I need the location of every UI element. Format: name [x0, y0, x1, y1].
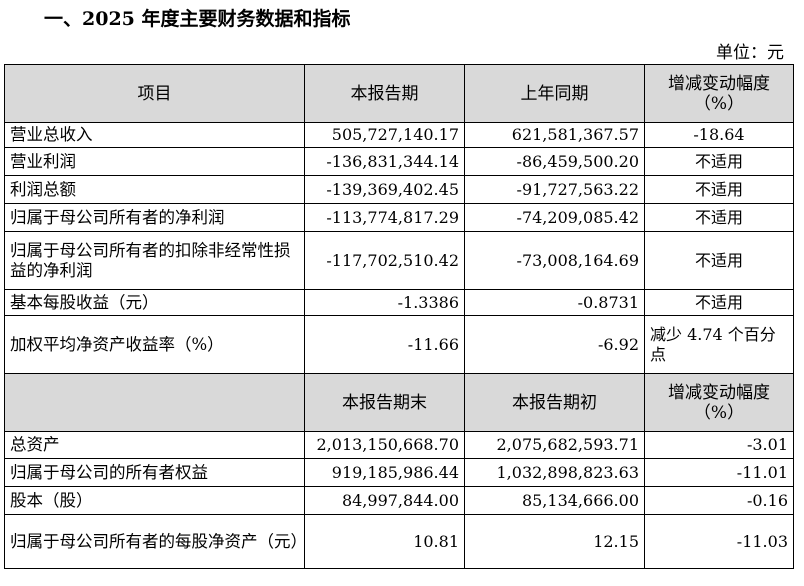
- table-row: 营业利润 -136,831,344.14 -86,459,500.20 不适用: [4, 147, 794, 176]
- unit-label: 单位：元: [716, 43, 784, 63]
- row-change: -3.01: [644, 431, 794, 459]
- table-row: 归属于母公司的所有者权益 919,185,986.44 1,032,898,82…: [4, 458, 794, 487]
- row-current: -11.66: [304, 315, 465, 374]
- row-change: 不适用: [644, 231, 794, 290]
- row-current: -136,831,344.14: [304, 147, 465, 176]
- row-label: 归属于母公司的所有者权益: [4, 458, 305, 487]
- table-row: 加权平均净资产收益率（%） -11.66 -6.92 减少 4.74 个百分点: [4, 315, 794, 374]
- table-row: 股本（股） 84,997,844.00 85,134,666.00 -0.16: [4, 486, 794, 515]
- row-label: 营业总收入: [4, 122, 305, 148]
- header-item: 项目: [4, 64, 305, 123]
- row-change: -0.16: [644, 486, 794, 515]
- table-row: 归属于母公司所有者的净利润 -113,774,817.29 -74,209,08…: [4, 203, 794, 232]
- table-row: 归属于母公司所有者的扣除非经常性损益的净利润 -117,702,510.42 -…: [4, 231, 794, 290]
- row-prior: 85,134,666.00: [464, 486, 645, 515]
- row-change: 减少 4.74 个百分点: [644, 315, 794, 374]
- table-subheader-row: 本报告期末 本报告期初 增减变动幅度（%）: [4, 373, 794, 432]
- row-label: 总资产: [4, 431, 305, 459]
- table-row: 归属于母公司所有者的每股净资产（元） 10.81 12.15 -11.03: [4, 514, 794, 569]
- table-row: 利润总额 -139,369,402.45 -91,727,563.22 不适用: [4, 175, 794, 204]
- row-current: -113,774,817.29: [304, 203, 465, 232]
- row-current: -1.3386: [304, 289, 465, 316]
- row-prior: -74,209,085.42: [464, 203, 645, 232]
- row-current: 2,013,150,668.70: [304, 431, 465, 459]
- row-prior: 2,075,682,593.71: [464, 431, 645, 459]
- row-label: 归属于母公司所有者的每股净资产（元）: [4, 514, 305, 569]
- row-current: 10.81: [304, 514, 465, 569]
- row-prior: -73,008,164.69: [464, 231, 645, 290]
- row-prior: -86,459,500.20: [464, 147, 645, 176]
- row-change: 不适用: [644, 147, 794, 176]
- header-change: 增减变动幅度（%）: [644, 64, 794, 123]
- table-header-row: 项目 本报告期 上年同期 增减变动幅度（%）: [4, 64, 794, 123]
- subheader-period-start: 本报告期初: [464, 373, 645, 432]
- row-current: -117,702,510.42: [304, 231, 465, 290]
- row-prior: -0.8731: [464, 289, 645, 316]
- section-title: 一、2025 年度主要财务数据和指标: [44, 8, 351, 30]
- subheader-empty: [4, 373, 305, 432]
- row-label: 利润总额: [4, 175, 305, 204]
- row-label: 基本每股收益（元）: [4, 289, 305, 316]
- row-change: 不适用: [644, 203, 794, 232]
- row-change: 不适用: [644, 289, 794, 316]
- row-change: -18.64: [644, 122, 794, 148]
- table-row: 总资产 2,013,150,668.70 2,075,682,593.71 -3…: [4, 431, 794, 459]
- row-label: 加权平均净资产收益率（%）: [4, 315, 305, 374]
- row-prior: 12.15: [464, 514, 645, 569]
- table-row: 营业总收入 505,727,140.17 621,581,367.57 -18.…: [4, 122, 794, 148]
- row-prior: 1,032,898,823.63: [464, 458, 645, 487]
- row-label: 股本（股）: [4, 486, 305, 515]
- row-change: -11.01: [644, 458, 794, 487]
- table-row: 基本每股收益（元） -1.3386 -0.8731 不适用: [4, 289, 794, 316]
- row-current: -139,369,402.45: [304, 175, 465, 204]
- row-prior: -91,727,563.22: [464, 175, 645, 204]
- row-current: 919,185,986.44: [304, 458, 465, 487]
- row-label: 归属于母公司所有者的扣除非经常性损益的净利润: [4, 231, 305, 290]
- row-label: 归属于母公司所有者的净利润: [4, 203, 305, 232]
- row-change: -11.03: [644, 514, 794, 569]
- row-prior: -6.92: [464, 315, 645, 374]
- header-prior-period: 上年同期: [464, 64, 645, 123]
- row-change: 不适用: [644, 175, 794, 204]
- subheader-period-end: 本报告期末: [304, 373, 465, 432]
- header-current-period: 本报告期: [304, 64, 465, 123]
- row-label: 营业利润: [4, 147, 305, 176]
- row-prior: 621,581,367.57: [464, 122, 645, 148]
- row-current: 84,997,844.00: [304, 486, 465, 515]
- row-current: 505,727,140.17: [304, 122, 465, 148]
- subheader-change: 增减变动幅度（%）: [644, 373, 794, 432]
- financial-data-table: 项目 本报告期 上年同期 增减变动幅度（%） 营业总收入 505,727,140…: [4, 64, 794, 569]
